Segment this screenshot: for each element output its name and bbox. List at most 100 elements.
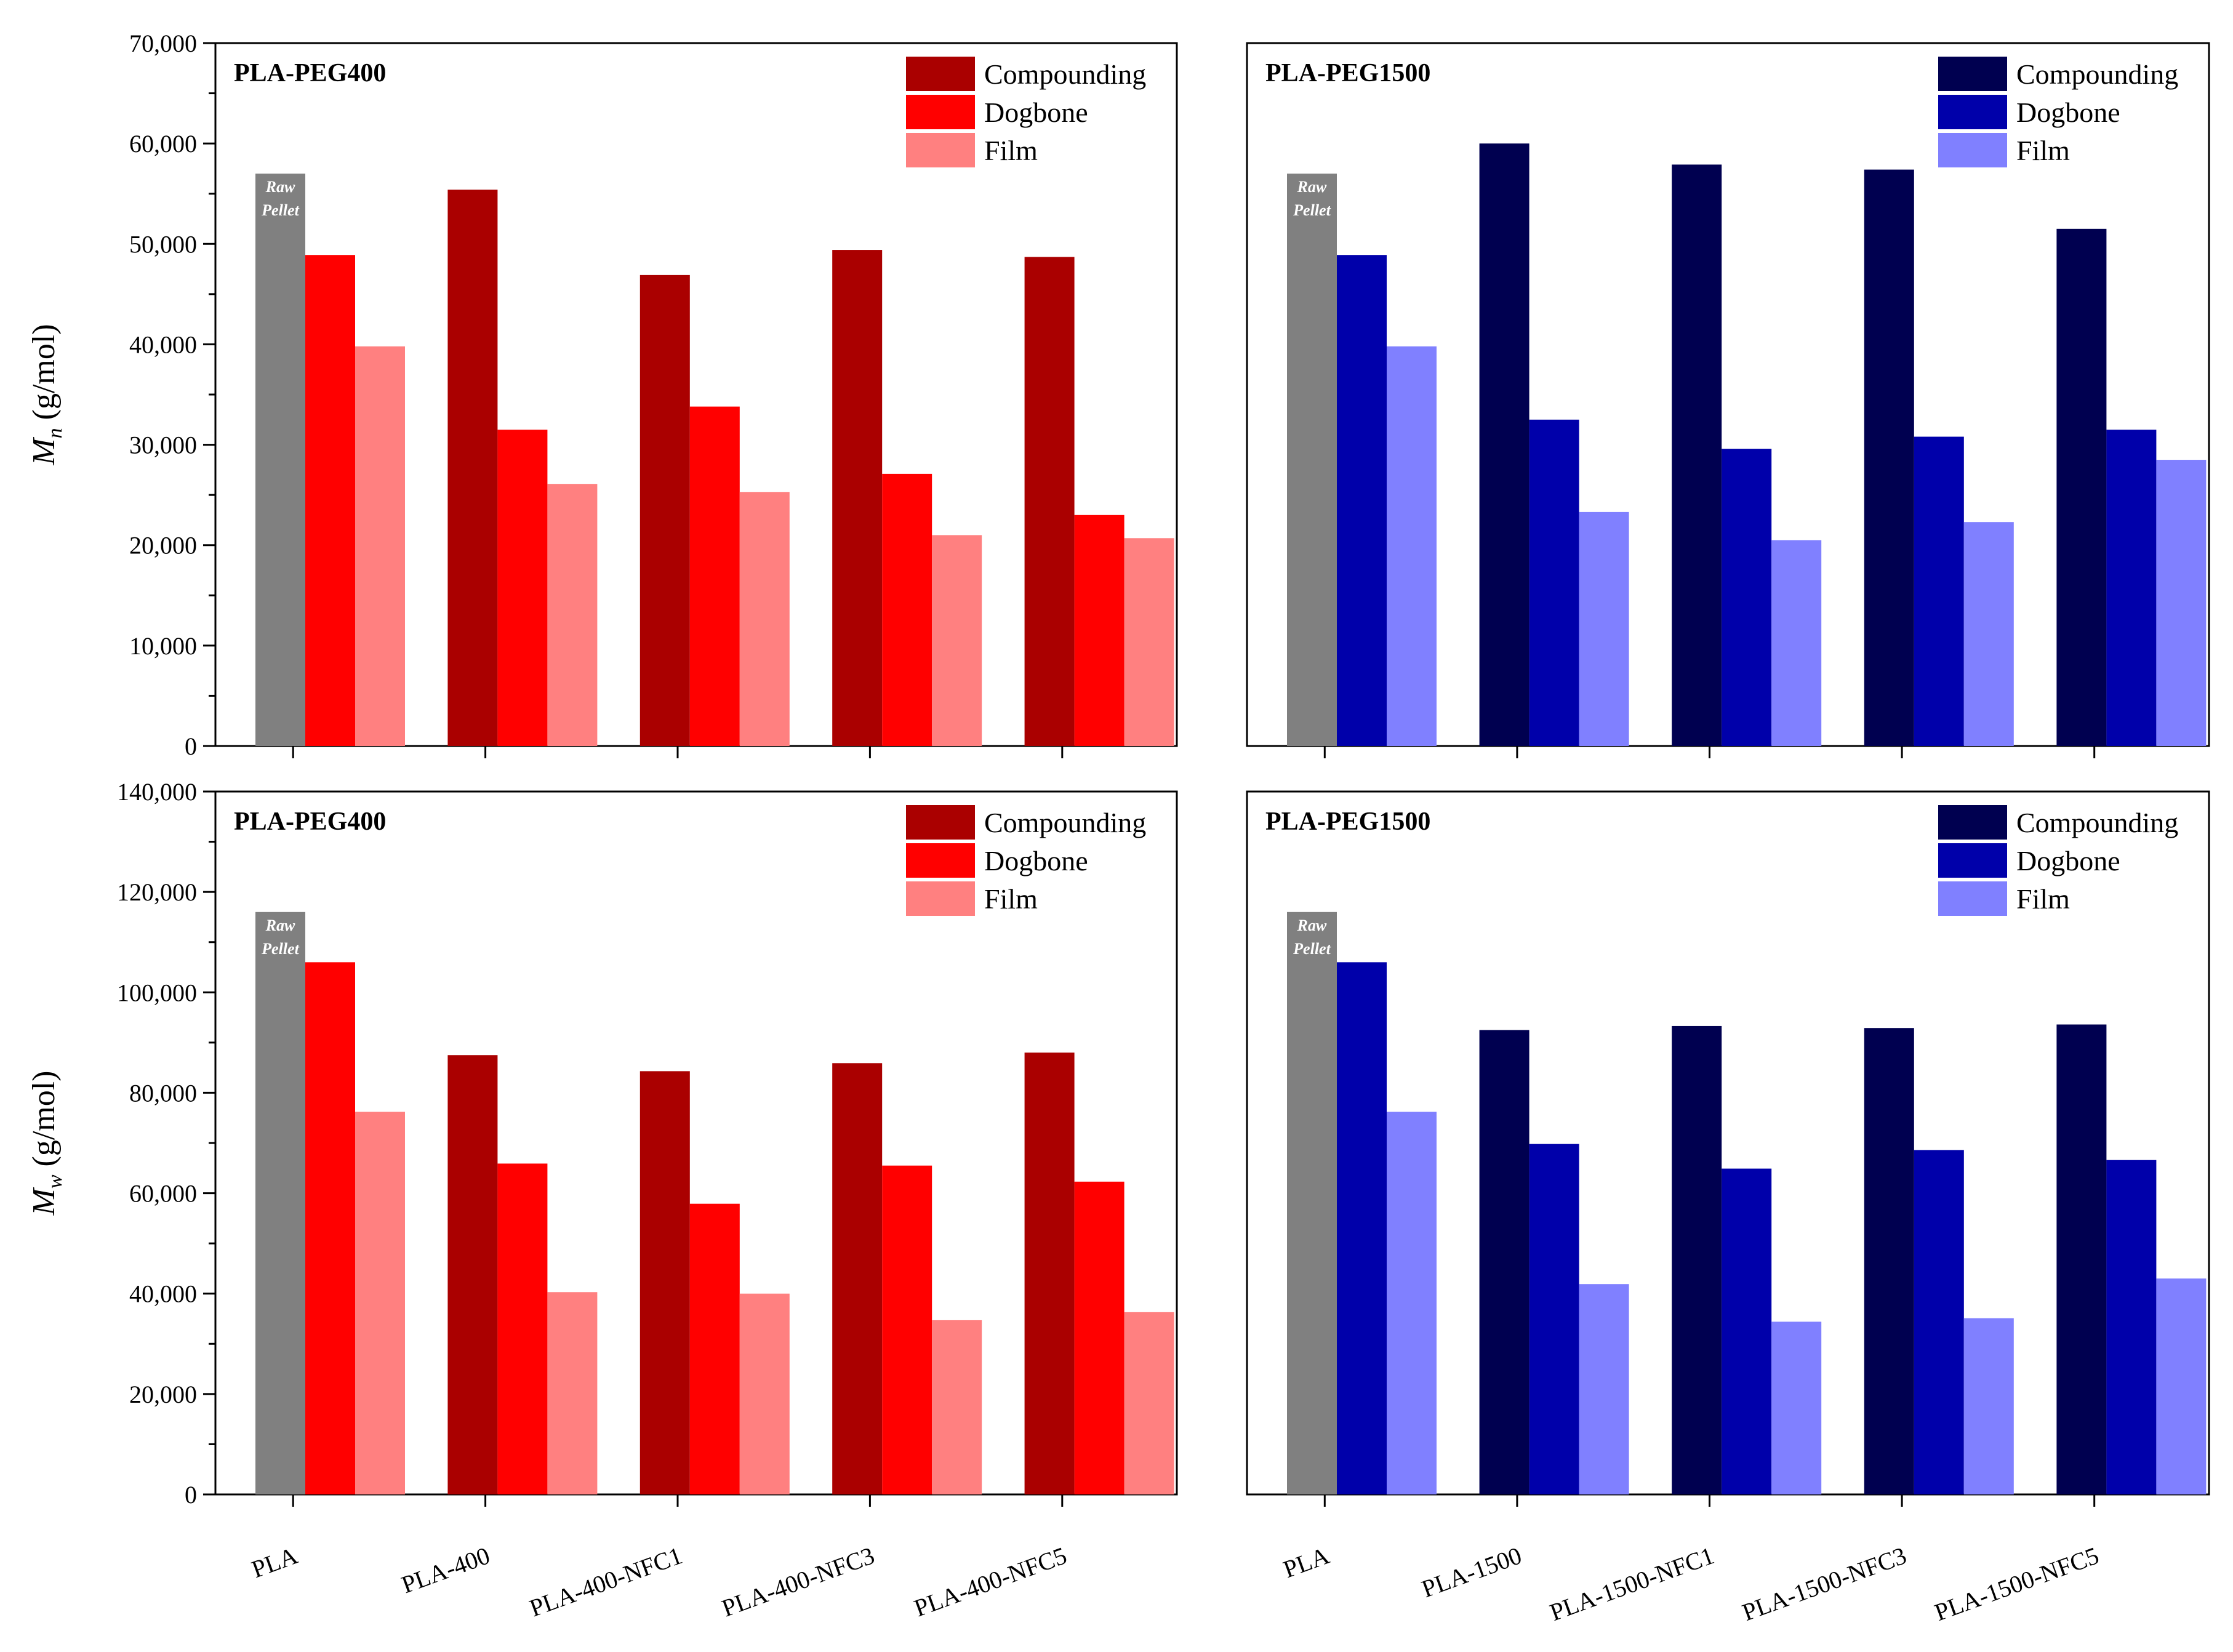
legend-label: Dogbone (2016, 845, 2120, 876)
bar-dogbone (305, 255, 355, 746)
bar-dogbone (1914, 1150, 1964, 1494)
legend-label: Film (2016, 883, 2070, 915)
bar-raw-pellet (1287, 174, 1337, 747)
y-tick-label: 30,000 (129, 431, 197, 459)
bar-compounding (447, 190, 498, 746)
bar-compounding (639, 1071, 690, 1494)
legend-swatch (906, 843, 975, 878)
raw-pellet-label: Raw (265, 178, 295, 196)
bar-raw-pellet (255, 174, 305, 747)
legend-label: Film (984, 135, 1038, 166)
raw-pellet-label: Raw (1297, 178, 1327, 196)
bar-film (739, 1293, 790, 1494)
legend-swatch (906, 95, 975, 129)
y-tick-label: 40,000 (129, 1280, 197, 1308)
x-category-label: PLA-1500 (1418, 1541, 1525, 1603)
bar-film (932, 1320, 982, 1494)
legend-swatch (906, 57, 975, 91)
legend-swatch (906, 881, 975, 916)
bar-compounding (2056, 228, 2107, 746)
x-category-label: PLA-400 (398, 1541, 493, 1598)
x-category-label: PLA-1500-NFC1 (1546, 1541, 1718, 1626)
chart-panel-3: 0 20,000 40,000 60,000 80,000 100,000 120,000 1… (26, 778, 1178, 1622)
y-axis-label: Mw (g/mol) (26, 1071, 66, 1216)
bar-dogbone (2106, 1160, 2157, 1494)
panel-title: PLA-PEG400 (234, 59, 386, 87)
legend-swatch (1938, 881, 2007, 916)
bar-dogbone (1337, 255, 1387, 746)
legend-swatch (906, 805, 975, 840)
legend-swatch (1938, 133, 2007, 167)
bar-film (1124, 538, 1174, 746)
raw-pellet-label: Pellet (261, 940, 299, 958)
bar-dogbone (689, 1203, 740, 1494)
legend-label: Compounding (2016, 807, 2178, 838)
raw-pellet-label: Raw (265, 916, 295, 934)
bar-compounding (1024, 257, 1075, 747)
y-axis-label: Mn (g/mol) (26, 324, 66, 465)
x-category-label: PLA-1500-NFC3 (1739, 1541, 1910, 1626)
legend-label: Film (2016, 135, 2070, 166)
bar-film (2156, 460, 2207, 746)
bar-film (1387, 346, 1437, 746)
panel-title: PLA-PEG1500 (1265, 808, 1430, 836)
bar-dogbone (305, 962, 355, 1494)
x-category-label: PLA-400-NFC3 (718, 1541, 878, 1622)
bar-compounding (447, 1055, 498, 1494)
legend-swatch (1938, 843, 2007, 878)
y-tick-label: 20,000 (129, 532, 197, 559)
bar-film (547, 484, 598, 746)
y-tick-label: 60,000 (129, 130, 197, 158)
bar-film (1771, 1321, 1822, 1494)
bar-film (932, 535, 982, 746)
bar-dogbone (497, 1163, 548, 1494)
legend-label: Compounding (2016, 58, 2178, 90)
legend-label: Film (984, 883, 1038, 915)
legend-swatch (1938, 57, 2007, 91)
bar-compounding (639, 275, 690, 746)
x-category-label: PLA (248, 1541, 302, 1583)
panel-title: PLA-PEG400 (234, 808, 386, 836)
bar-dogbone (1074, 515, 1125, 746)
bar-film (1124, 1312, 1174, 1494)
bar-film (1771, 540, 1822, 746)
bar-dogbone (1074, 1181, 1125, 1494)
bar-dogbone (1914, 436, 1964, 746)
legend-swatch (906, 133, 975, 167)
bar-compounding (1024, 1053, 1075, 1494)
bar-dogbone (2106, 430, 2157, 746)
y-tick-label: 10,000 (129, 632, 197, 660)
legend: Compounding Dogbone Film (1938, 805, 2178, 916)
legend-label: Dogbone (984, 97, 1088, 128)
raw-pellet-label: Raw (1297, 916, 1327, 934)
bar-raw-pellet (255, 912, 305, 1494)
y-tick-label: 140,000 (117, 778, 197, 806)
chart-panel-1: 0 10,000 20,000 30,000 40,000 50,000 60,000 70,… (26, 30, 1178, 760)
legend-label: Compounding (984, 58, 1146, 90)
bar-dogbone (882, 473, 932, 746)
x-category-label: PLA-1500-NFC5 (1931, 1541, 2103, 1626)
y-tick-label: 60,000 (129, 1180, 197, 1208)
bar-raw-pellet (1287, 912, 1337, 1494)
raw-pellet-label: Pellet (1293, 201, 1331, 219)
bar-dogbone (1529, 1144, 1579, 1494)
bar-film (547, 1292, 598, 1494)
bar-film (2156, 1278, 2207, 1494)
bar-dogbone (689, 406, 740, 746)
y-tick-label: 50,000 (129, 230, 197, 258)
bar-film (739, 492, 790, 746)
bar-compounding (832, 1063, 883, 1494)
bar-dogbone (1337, 962, 1387, 1494)
bar-film (1963, 1318, 2014, 1494)
bar-compounding (1864, 169, 1914, 746)
legend: Compounding Dogbone Film (1938, 57, 2178, 167)
x-category-label: PLA-400-NFC5 (910, 1541, 1070, 1622)
legend: Compounding Dogbone Film (906, 57, 1146, 167)
legend-label: Dogbone (2016, 97, 2120, 128)
y-tick-label: 20,000 (129, 1381, 197, 1408)
legend-swatch (1938, 95, 2007, 129)
legend: Compounding Dogbone Film (906, 805, 1146, 916)
